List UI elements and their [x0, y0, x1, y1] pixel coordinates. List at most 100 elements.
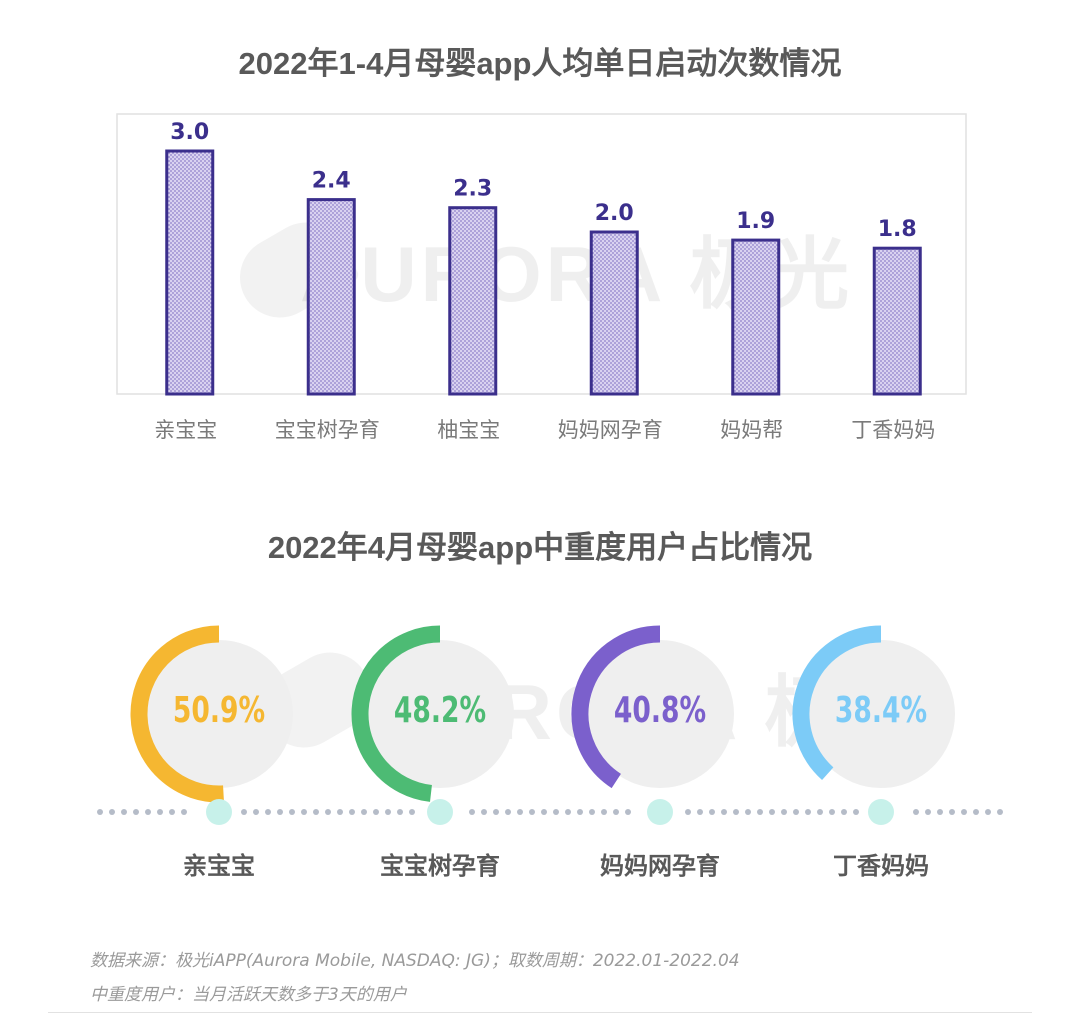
donut-0: [130, 625, 293, 803]
bar-chart: 3.0 亲宝宝 2.4 宝宝树孕育 2.3 柚宝宝 2.0 妈妈网孕育 1.9 妈妈帮 1.8 丁香妈…: [116, 113, 967, 442]
donut-3: [792, 625, 955, 788]
timeline-dot: [973, 809, 979, 815]
timeline-dot: [397, 809, 403, 815]
timeline-dot: [685, 809, 691, 815]
timeline-dot: [853, 809, 859, 815]
timeline-dot: [481, 809, 487, 815]
timeline-dot: [757, 809, 763, 815]
bar-value-label: 2.4: [312, 169, 351, 194]
category-tick-label: 妈妈网孕育: [558, 418, 663, 442]
timeline-dot: [157, 809, 163, 815]
timeline-dot: [781, 809, 787, 815]
timeline-dot: [925, 809, 931, 815]
timeline-dot: [121, 809, 127, 815]
timeline-dot: [733, 809, 739, 815]
donut-background: [586, 640, 734, 788]
bar-value-label: 3.0: [170, 120, 209, 145]
donut-background: [807, 640, 955, 788]
timeline-dot: [529, 809, 535, 815]
timeline-dot: [541, 809, 547, 815]
timeline-dot: [109, 809, 115, 815]
donut-category-label: 亲宝宝: [183, 852, 255, 880]
plot-frame: [116, 113, 967, 395]
timeline-dot: [289, 809, 295, 815]
timeline-dot: [361, 809, 367, 815]
timeline-dot: [349, 809, 355, 815]
bar-0: [165, 149, 215, 396]
timeline-dot: [697, 809, 703, 815]
donut-2: [571, 625, 734, 789]
timeline-dot: [793, 809, 799, 815]
category-tick-label: 柚宝宝: [437, 418, 500, 442]
timeline-dot: [613, 809, 619, 815]
timeline-marker: [427, 799, 453, 825]
timeline-dot: [241, 809, 247, 815]
timeline-dot: [721, 809, 727, 815]
donut-value-label: 48.2%: [393, 690, 487, 731]
timeline-dot: [145, 809, 151, 815]
timeline-dot: [373, 809, 379, 815]
donut-value-label: 50.9%: [172, 690, 266, 731]
timeline-dot: [949, 809, 955, 815]
timeline-dot: [97, 809, 103, 815]
timeline-dot: [301, 809, 307, 815]
donut-1: [351, 625, 514, 802]
timeline-dot: [577, 809, 583, 815]
bar-2: [448, 206, 498, 396]
timeline-dot: [913, 809, 919, 815]
category-tick-label: 宝宝树孕育: [275, 418, 380, 442]
timeline-dot: [385, 809, 391, 815]
timeline-dot: [553, 809, 559, 815]
timeline: [97, 809, 1003, 815]
timeline-dot: [601, 809, 607, 815]
bar-value-label: 2.3: [453, 177, 492, 202]
timeline-dot: [313, 809, 319, 815]
donut-value-label: 40.8%: [613, 690, 707, 731]
donut-background: [366, 640, 514, 788]
timeline-marker: [868, 799, 894, 825]
timeline-dot: [841, 809, 847, 815]
timeline-dot: [625, 809, 631, 815]
timeline-dot: [985, 809, 991, 815]
timeline-dot: [253, 809, 259, 815]
donut-arc: [351, 625, 441, 802]
category-tick-label: 亲宝宝: [154, 418, 217, 442]
donut-chart-title: 2022年4月母婴app中重度用户占比情况: [267, 530, 813, 565]
timeline-dot: [997, 809, 1003, 815]
donut-value-label: 38.4%: [834, 690, 928, 731]
donut-arc: [571, 625, 661, 789]
timeline-dot: [745, 809, 751, 815]
timeline-dot: [937, 809, 943, 815]
timeline-dot: [961, 809, 967, 815]
timeline-dot: [169, 809, 175, 815]
donut-category-label: 妈妈网孕育: [600, 852, 720, 880]
timeline-dot: [337, 809, 343, 815]
donut-arc: [792, 625, 882, 781]
timeline-dot: [517, 809, 523, 815]
category-tick-label: 妈妈帮: [720, 418, 783, 442]
data-source-note: 数据来源：极光iAPP(Aurora Mobile, NASDAQ: JG)；取…: [90, 951, 740, 971]
bar-value-label: 1.8: [878, 217, 917, 242]
timeline-dot: [589, 809, 595, 815]
timeline-dot: [565, 809, 571, 815]
bar-value-label: 2.0: [595, 201, 634, 226]
timeline-dot: [133, 809, 139, 815]
timeline-dot: [277, 809, 283, 815]
bar-4: [731, 238, 781, 396]
bar-value-label: 1.9: [736, 209, 775, 234]
definition-note: 中重度用户：当月活跃天数多于3天的用户: [90, 985, 407, 1005]
bar-5: [872, 246, 922, 396]
timeline-dot: [769, 809, 775, 815]
timeline-dot: [409, 809, 415, 815]
timeline-dot: [181, 809, 187, 815]
timeline-marker: [206, 799, 232, 825]
timeline-dot: [709, 809, 715, 815]
donut-category-label: 丁香妈妈: [833, 852, 929, 880]
timeline-dot: [829, 809, 835, 815]
timeline-dot: [325, 809, 331, 815]
timeline-dot: [817, 809, 823, 815]
timeline-marker: [647, 799, 673, 825]
timeline-dot: [469, 809, 475, 815]
bar-1: [306, 198, 356, 396]
category-tick-label: 丁香妈妈: [851, 418, 935, 442]
